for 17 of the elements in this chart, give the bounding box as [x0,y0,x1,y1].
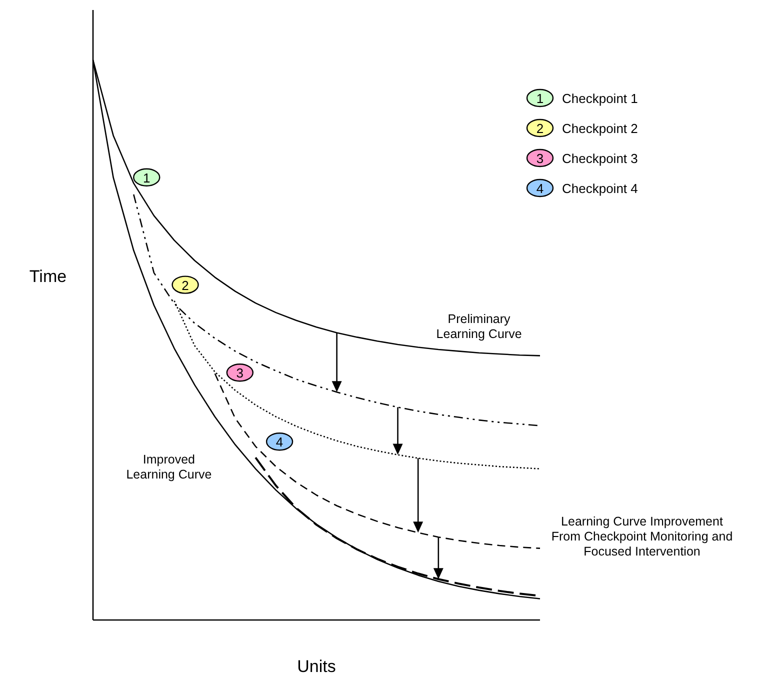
text: Checkpoint 1 [562,91,638,106]
annotation: 3 [236,366,244,381]
text: 2 [536,121,544,136]
y-axis-title: Time [29,267,67,286]
text: Checkpoint 4 [562,181,638,196]
annotation: Improved Learning Curve [126,452,212,482]
text: Checkpoint 2 [562,121,638,136]
text: 4 [536,181,544,196]
text: Checkpoint 3 [562,151,638,166]
annotation: 2 [182,278,189,293]
text: 3 [536,151,544,166]
annotation: 4 [276,434,284,450]
annotation: Preliminary Learning Curve [436,312,522,341]
text: Learning Curve Improvement From Checkpoint Monitoring and Focused Intervention [551,514,733,558]
x-axis-title: Units [297,657,336,676]
annotation: 1 [143,170,150,186]
text: 1 [536,91,544,106]
